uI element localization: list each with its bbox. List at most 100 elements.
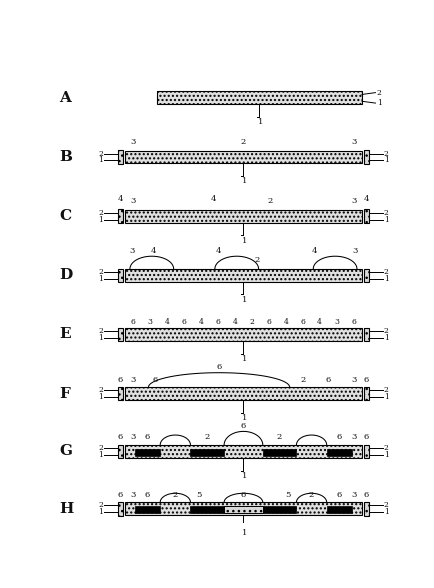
Text: 3: 3 [131,197,136,205]
Text: 4: 4 [317,318,322,326]
Bar [135,449,160,456]
Text: 2: 2 [384,386,389,394]
Text: 2: 2 [173,491,178,499]
Bar [364,209,369,223]
Bar [327,449,352,456]
Text: 1: 1 [384,508,389,516]
Text: 6: 6 [337,433,342,442]
Bar [125,269,362,282]
Text: 4: 4 [312,247,318,255]
Bar [364,387,369,400]
Text: 2: 2 [98,149,103,158]
Text: 2: 2 [98,386,103,394]
Bar [118,502,123,516]
Text: 1: 1 [98,275,103,283]
Text: 6: 6 [241,422,246,430]
Text: 6: 6 [364,376,369,383]
Text: 3: 3 [131,138,136,146]
Text: 3: 3 [351,138,356,146]
Text: C: C [59,209,72,223]
Text: 4: 4 [215,247,221,255]
Text: 1: 1 [242,236,247,245]
Text: 1: 1 [98,216,103,223]
Text: 6: 6 [182,318,187,326]
Bar [327,506,352,513]
Text: 6: 6 [364,433,369,442]
Text: 2: 2 [98,444,103,452]
Text: 2: 2 [309,491,314,499]
Text: 6: 6 [217,363,222,371]
Bar [364,150,369,164]
Bar [364,387,369,400]
Text: 4: 4 [210,195,216,202]
Text: 2: 2 [98,327,103,335]
Bar [364,269,369,282]
Text: G: G [59,445,72,459]
Bar [118,387,123,400]
Text: 6: 6 [351,318,356,326]
Bar [135,506,160,513]
Bar [364,150,369,164]
Bar [364,328,369,341]
Text: 2: 2 [98,502,103,509]
Text: 6: 6 [300,318,305,326]
Text: 3: 3 [148,318,153,326]
Text: 2: 2 [384,327,389,335]
Text: 1: 1 [377,99,381,107]
Bar [364,209,369,223]
Text: 6: 6 [118,491,123,499]
Bar [118,209,123,223]
Text: 6: 6 [216,318,220,326]
Text: 2: 2 [98,268,103,276]
Text: 2: 2 [384,502,389,509]
Text: 2: 2 [267,197,273,205]
Text: 1: 1 [242,472,247,480]
Text: 1: 1 [384,216,389,223]
Bar [118,328,123,341]
Bar [125,445,362,458]
Text: 3: 3 [352,247,358,255]
Text: 2: 2 [384,268,389,276]
Text: 1: 1 [98,156,103,165]
Text: B: B [59,150,72,164]
Text: 4: 4 [233,318,237,326]
Bar [191,449,224,456]
Bar [263,449,296,456]
Bar [125,387,362,400]
Bar [118,269,123,282]
Text: 1: 1 [258,118,263,126]
Text: A: A [59,91,71,105]
Text: 6: 6 [326,376,331,383]
Text: 6: 6 [364,491,369,499]
Text: 6: 6 [337,491,342,499]
Text: 2: 2 [384,149,389,158]
Text: 6: 6 [266,318,271,326]
Text: 3: 3 [129,247,134,255]
Bar [125,151,362,163]
Bar [191,506,224,513]
Bar [125,328,362,341]
Text: 4: 4 [364,195,369,202]
Bar [125,387,362,400]
Text: 1: 1 [242,414,247,422]
Bar [118,269,123,282]
Text: 6: 6 [145,491,150,499]
Text: 6: 6 [118,433,123,442]
Text: 2: 2 [250,318,254,326]
Text: 2: 2 [98,209,103,217]
Text: 4: 4 [151,247,156,255]
Bar [125,328,362,341]
Bar [263,506,296,513]
Text: 3: 3 [351,376,356,383]
Text: 6: 6 [118,376,123,383]
Text: 1: 1 [384,393,389,401]
Bar [118,502,123,516]
Text: 3: 3 [351,491,356,499]
Text: 4: 4 [118,195,123,202]
Bar [364,328,369,341]
Bar [125,210,362,222]
Bar [118,445,123,458]
Text: 3: 3 [131,376,136,383]
Text: 1: 1 [384,451,389,459]
Text: 4: 4 [165,318,170,326]
